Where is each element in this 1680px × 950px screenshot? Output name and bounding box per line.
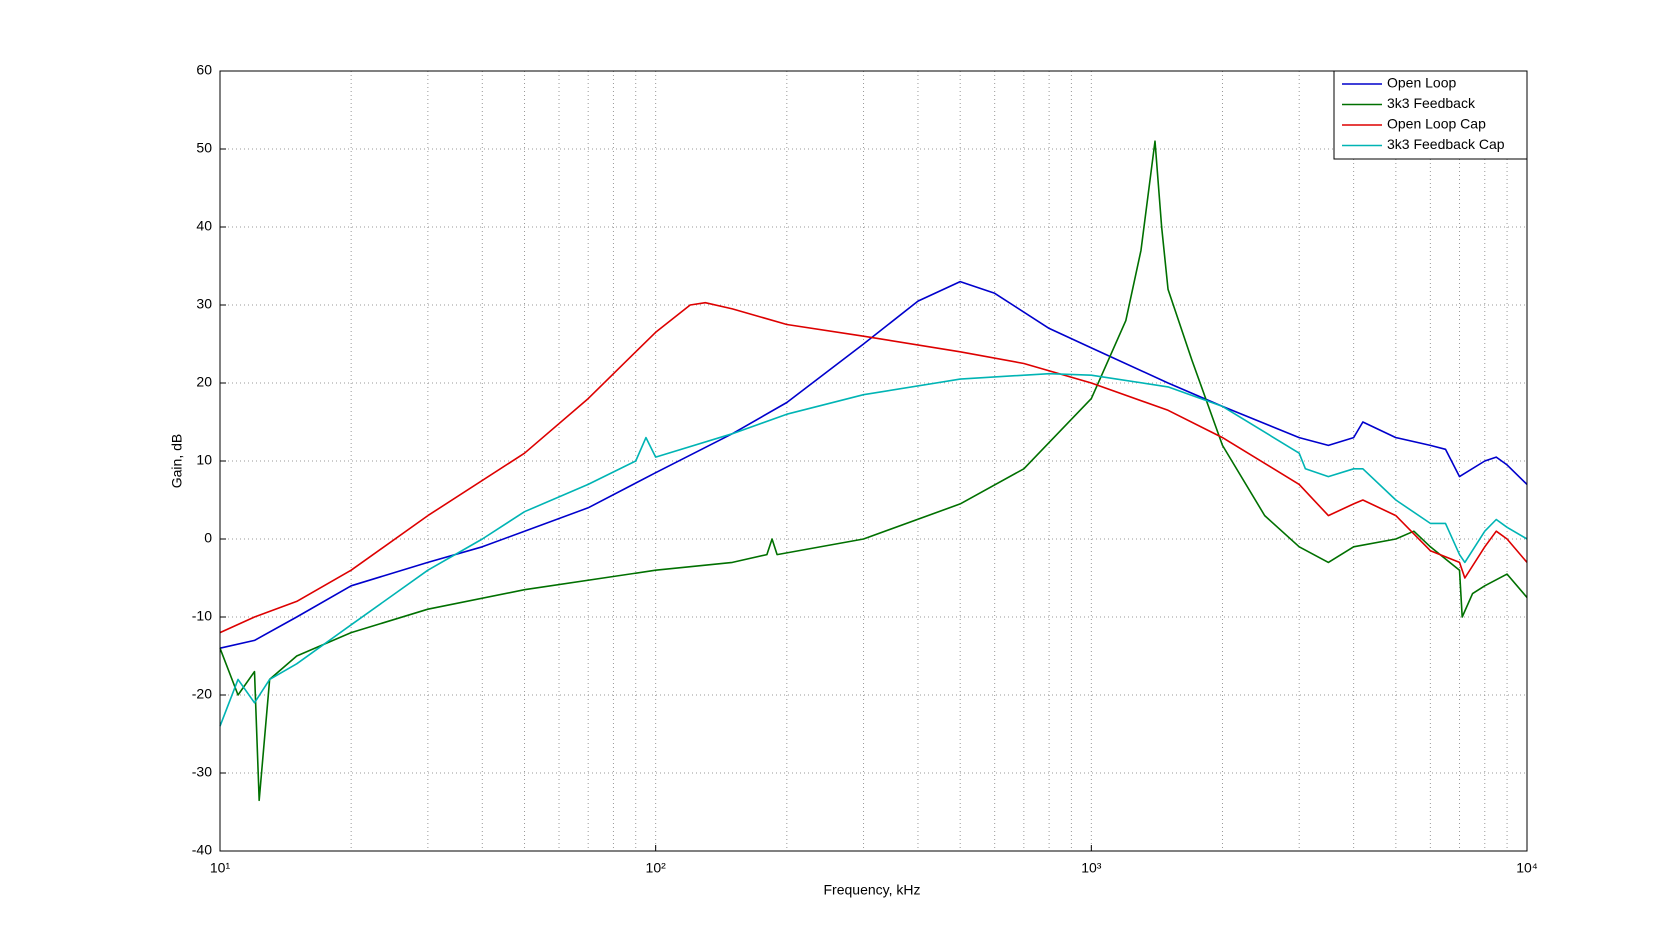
y-tick-label: -10 bbox=[192, 608, 212, 624]
legend-label: Open Loop bbox=[1387, 75, 1456, 91]
series-line bbox=[219, 280, 1528, 649]
y-tick-label: 0 bbox=[204, 530, 212, 546]
legend-label: 3k3 Feedback Cap bbox=[1387, 136, 1505, 152]
y-tick-label: -30 bbox=[192, 764, 212, 780]
series-line bbox=[219, 301, 1528, 634]
legend-label: Open Loop Cap bbox=[1387, 116, 1486, 132]
y-tick-label: -20 bbox=[192, 686, 212, 702]
y-axis-label: Gain, dB bbox=[169, 434, 185, 488]
y-tick-label: 50 bbox=[196, 140, 212, 156]
y-tick-label: 60 bbox=[196, 62, 212, 78]
y-tick-label: -40 bbox=[192, 842, 212, 858]
y-tick-label: 10 bbox=[196, 452, 212, 468]
legend-label: 3k3 Feedback bbox=[1387, 95, 1476, 111]
x-tick-label: 10⁴ bbox=[1516, 860, 1538, 876]
series-line bbox=[219, 372, 1528, 727]
x-tick-label: 10³ bbox=[1081, 860, 1102, 876]
y-tick-label: 20 bbox=[196, 374, 212, 390]
x-axis-label: Frequency, kHz bbox=[824, 882, 921, 898]
plot-area bbox=[219, 70, 1528, 852]
legend-box bbox=[1333, 70, 1528, 160]
y-tick-label: 30 bbox=[196, 296, 212, 312]
x-tick-label: 10² bbox=[646, 860, 667, 876]
x-tick-label: 10¹ bbox=[210, 860, 231, 876]
y-tick-label: 40 bbox=[196, 218, 212, 234]
series-line bbox=[219, 140, 1528, 802]
legend: Open Loop 3k3 Feedback Open Loop Cap 3k3 Fe… bbox=[1333, 70, 1528, 160]
